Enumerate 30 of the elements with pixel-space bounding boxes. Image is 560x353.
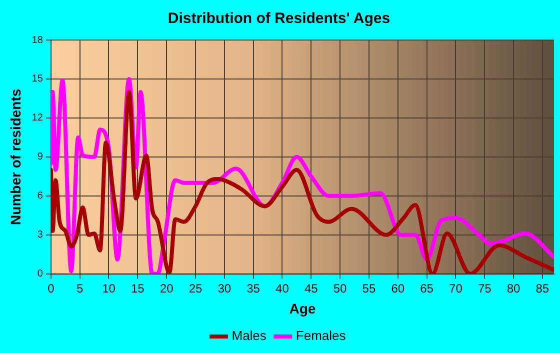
x-tick-label: 80 — [506, 281, 521, 296]
x-tick-label: 25 — [188, 281, 202, 296]
x-tick-label: 70 — [449, 281, 463, 296]
x-tick-label: 60 — [391, 281, 405, 296]
y-tick-label: 18 — [32, 34, 44, 46]
x-tick-label: 75 — [478, 281, 492, 296]
y-tick-label: 0 — [37, 268, 44, 280]
x-tick-label: 30 — [218, 281, 232, 296]
legend-label: Females — [296, 328, 346, 344]
y-tick-label: 9 — [37, 152, 44, 163]
x-tick-label: 65 — [420, 281, 434, 296]
x-tick-label: 10 — [102, 281, 116, 296]
x-tick-label: 50 — [333, 281, 348, 296]
x-tick-label: 0 — [48, 281, 55, 296]
x-tick-label: 15 — [130, 281, 145, 296]
y-axis-title: Number of residents — [7, 88, 24, 225]
x-axis-title: Age — [289, 300, 316, 316]
x-tick-label: 55 — [362, 281, 376, 296]
chart-title: Distribution of Residents' Ages — [168, 10, 390, 28]
x-tick-label: 45 — [304, 281, 318, 296]
x-tick-label: 85 — [536, 281, 550, 296]
y-tick-label: 15 — [32, 74, 44, 85]
x-tick-label: 20 — [160, 281, 174, 296]
x-tick-label: 35 — [246, 281, 260, 296]
x-tick-label: 5 — [76, 281, 84, 296]
y-tick-label: 3 — [37, 230, 44, 241]
legend-label: Males — [232, 328, 267, 344]
y-tick-label: 12 — [32, 112, 44, 124]
x-tick-label: 40 — [276, 281, 290, 296]
y-tick-label: 6 — [37, 190, 44, 202]
